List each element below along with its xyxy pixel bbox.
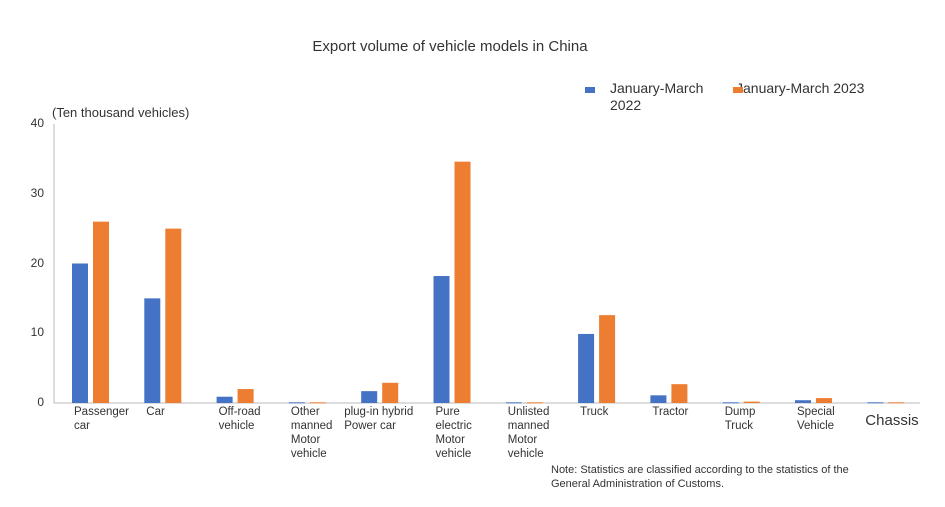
bar	[578, 333, 595, 403]
bar	[650, 395, 667, 403]
bar	[505, 402, 522, 404]
bar	[816, 398, 832, 403]
y-tick-label: 30	[30, 185, 44, 200]
legend-swatch	[585, 87, 595, 93]
bar	[288, 402, 305, 404]
chart-title: Export volume of vehicle models in China	[312, 38, 588, 55]
bar	[216, 396, 233, 403]
legend-item-2022: January-March 2022	[585, 80, 703, 114]
x-tick-label: Truck	[580, 406, 609, 418]
bar	[599, 315, 616, 403]
bar	[72, 263, 88, 403]
y-tick-label: 10	[30, 325, 44, 340]
bar	[743, 401, 760, 403]
x-tick-label: plug-in hybrid Power car	[344, 406, 414, 432]
x-tick-label: Other manned Motor vehicle	[290, 406, 333, 460]
y-tick-label: 40	[30, 116, 44, 130]
bar	[382, 382, 399, 403]
bar	[526, 402, 543, 404]
x-tick-label: Special Vehicle	[797, 406, 835, 432]
bar	[722, 402, 739, 404]
y-tick-label: 0	[37, 395, 44, 409]
bar	[671, 384, 688, 403]
x-tick-label: Passenger car	[74, 406, 129, 432]
legend-item-2023: January-March 2023	[733, 80, 864, 97]
x-tick-label: Tractor	[652, 406, 689, 418]
legend-swatch	[733, 87, 743, 93]
y-tick-label: 20	[30, 255, 44, 270]
bar	[237, 389, 254, 403]
bar	[165, 228, 182, 403]
y-axis-label: (Ten thousand vehicles)	[52, 105, 190, 120]
bar	[795, 400, 811, 403]
bar	[867, 402, 884, 404]
x-tick-label: Car	[146, 406, 165, 418]
x-tick-label: Dump Truck	[724, 406, 756, 432]
x-tick-label: Chassis	[865, 412, 919, 429]
bar	[361, 391, 378, 403]
x-tick-label: Unlisted manned Motor vehicle	[507, 406, 550, 460]
bar	[454, 161, 471, 403]
bar	[888, 402, 905, 404]
note: Note: Statistics are classified accordin…	[551, 464, 849, 490]
bar	[93, 221, 109, 403]
bar	[309, 402, 326, 404]
x-tick-label: Off-road vehicle	[218, 406, 261, 432]
bar	[433, 276, 450, 403]
x-tick-label: Pure electric Motor vehicle	[435, 406, 472, 460]
bar	[144, 298, 161, 403]
